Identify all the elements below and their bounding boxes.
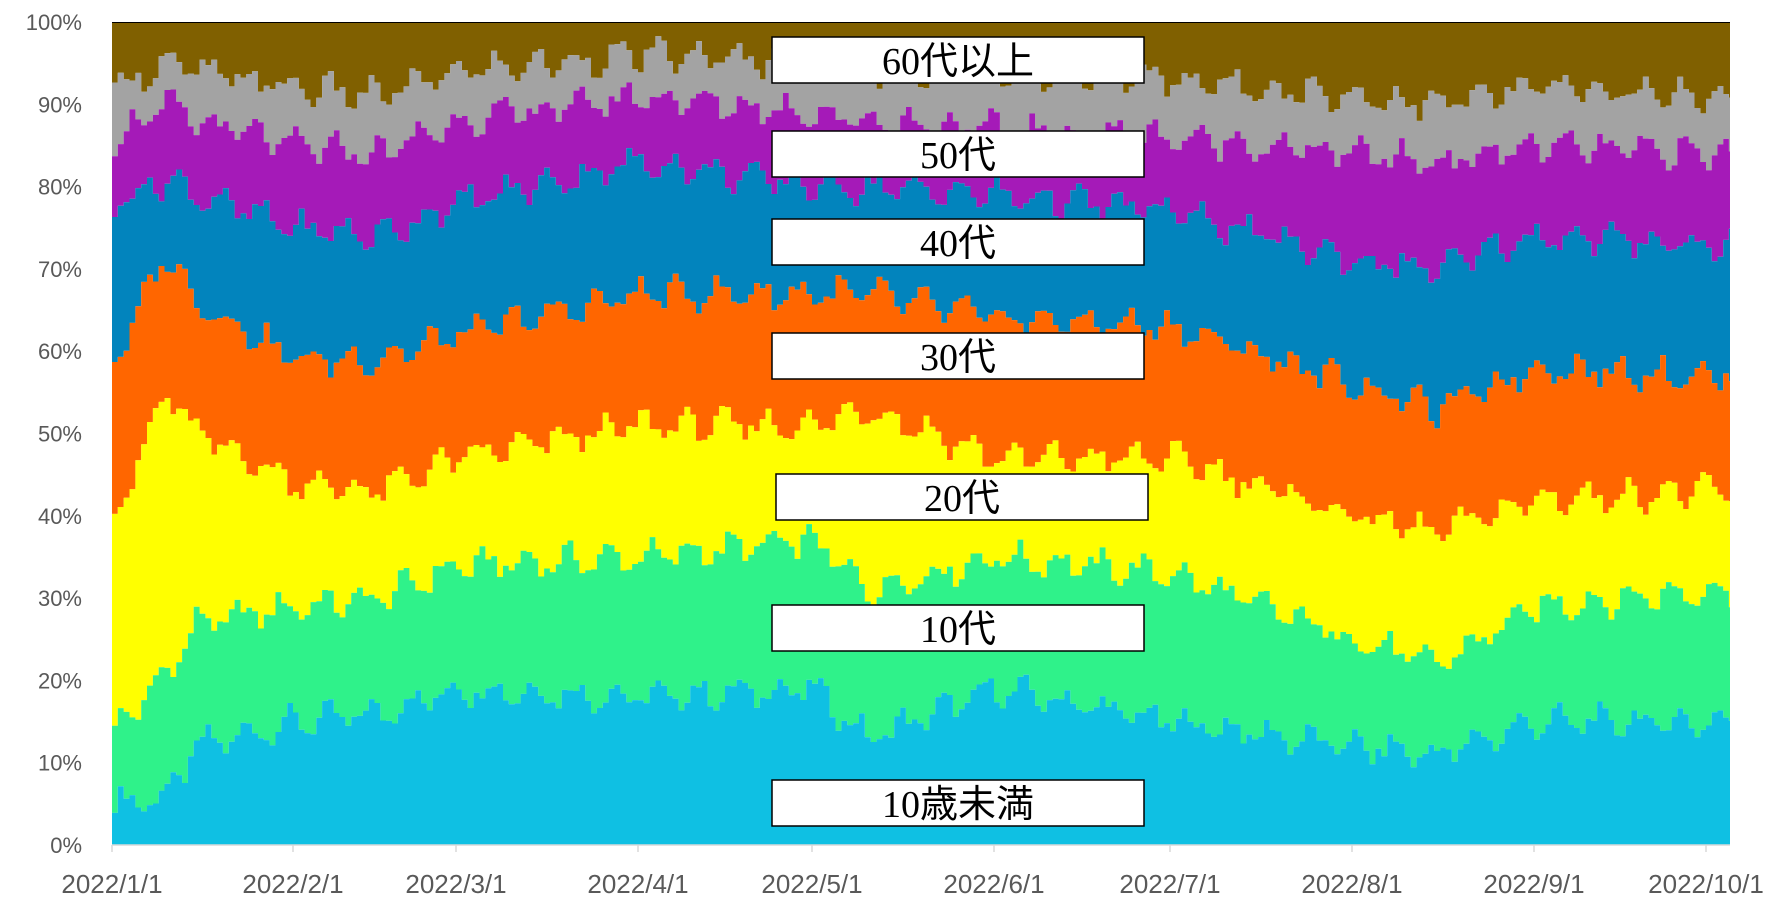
- band-label: 40代: [920, 223, 996, 265]
- y-tick-label: 60%: [38, 339, 82, 364]
- y-tick-label: 70%: [38, 257, 82, 282]
- area-top-edge: [112, 22, 1730, 23]
- x-tick-label: 2022/5/1: [761, 869, 862, 899]
- y-tick-label: 10%: [38, 751, 82, 776]
- y-tick-label: 40%: [38, 504, 82, 529]
- x-tick-label: 2022/2/1: [242, 869, 343, 899]
- x-tick-label: 2022/9/1: [1483, 869, 1584, 899]
- band-label: 10歳未満: [882, 784, 1034, 826]
- x-tick-label: 2022/10/1: [1648, 869, 1764, 899]
- y-tick-label: 20%: [38, 668, 82, 693]
- area-series-group: [112, 22, 1730, 845]
- y-tick-label: 80%: [38, 175, 82, 200]
- band-label-box: [771, 36, 1145, 84]
- area-thirties: [112, 264, 1730, 542]
- y-tick-label: 30%: [38, 586, 82, 611]
- area-forties: [112, 148, 1730, 429]
- band-label: 30代: [920, 337, 996, 379]
- y-tick-label: 100%: [26, 10, 82, 35]
- band-label-box: [775, 473, 1149, 521]
- x-tick-label: 2022/3/1: [405, 869, 506, 899]
- band-label: 10代: [920, 609, 996, 651]
- y-tick-label: 50%: [38, 422, 82, 447]
- x-tick-label: 2022/1/1: [61, 869, 162, 899]
- area-under10: [112, 674, 1730, 845]
- band-label-box: [771, 130, 1145, 178]
- band-labels-group: 60代以上 50代 40代 30代 20代 10代 10歳未満: [771, 36, 1149, 827]
- area-sixties-plus: [112, 36, 1730, 174]
- x-tick-label: 2022/8/1: [1301, 869, 1402, 899]
- x-tick-label: 2022/7/1: [1119, 869, 1220, 899]
- band-label: 50代: [920, 135, 996, 177]
- y-tick-label: 90%: [38, 92, 82, 117]
- area-twenties: [112, 398, 1730, 726]
- x-tick-label: 2022/4/1: [587, 869, 688, 899]
- band-label-box: [771, 332, 1145, 380]
- x-tick-label: 2022/6/1: [943, 869, 1044, 899]
- area-fifties: [112, 82, 1730, 283]
- axes-group: 0% 10% 20% 30% 40% 50% 60% 70% 80% 90% 100% 2022/1/…: [26, 10, 1764, 899]
- area-teens: [112, 524, 1730, 813]
- band-label-box: [771, 604, 1145, 652]
- y-tick-label: 0%: [50, 833, 82, 858]
- band-label: 20代: [924, 478, 1000, 520]
- band-label: 60代以上: [882, 41, 1034, 83]
- band-label-box: [771, 218, 1145, 266]
- band-label-box: [771, 779, 1145, 827]
